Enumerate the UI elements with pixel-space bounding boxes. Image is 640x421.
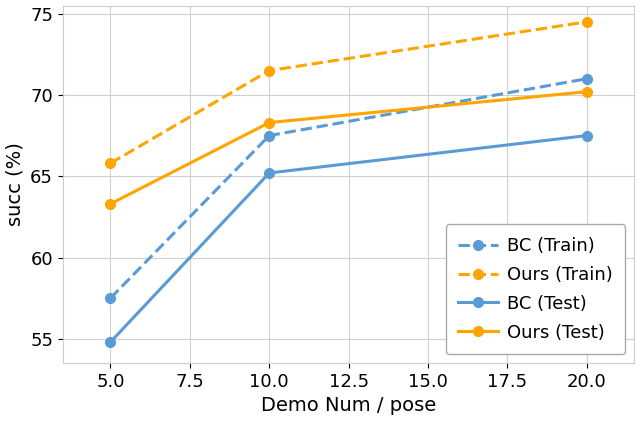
BC (Test) [107, 339, 115, 344]
Ours (Test) [266, 120, 273, 125]
BC (Test) [583, 133, 591, 138]
Ours (Train) [107, 161, 115, 166]
Ours (Train) [266, 68, 273, 73]
Ours (Test) [107, 201, 115, 206]
Line: BC (Test): BC (Test) [106, 131, 591, 347]
Line: Ours (Train): Ours (Train) [106, 17, 591, 168]
BC (Test) [266, 171, 273, 176]
Line: BC (Train): BC (Train) [106, 74, 591, 303]
BC (Train) [583, 76, 591, 81]
Y-axis label: succ (%): succ (%) [6, 142, 24, 226]
Line: Ours (Test): Ours (Test) [106, 87, 591, 209]
Ours (Train) [583, 19, 591, 24]
X-axis label: Demo Num / pose: Demo Num / pose [261, 397, 436, 416]
BC (Train) [266, 133, 273, 138]
Legend: BC (Train), Ours (Train), BC (Test), Ours (Test): BC (Train), Ours (Train), BC (Test), Our… [445, 224, 625, 354]
Ours (Test) [583, 89, 591, 94]
BC (Train) [107, 296, 115, 301]
